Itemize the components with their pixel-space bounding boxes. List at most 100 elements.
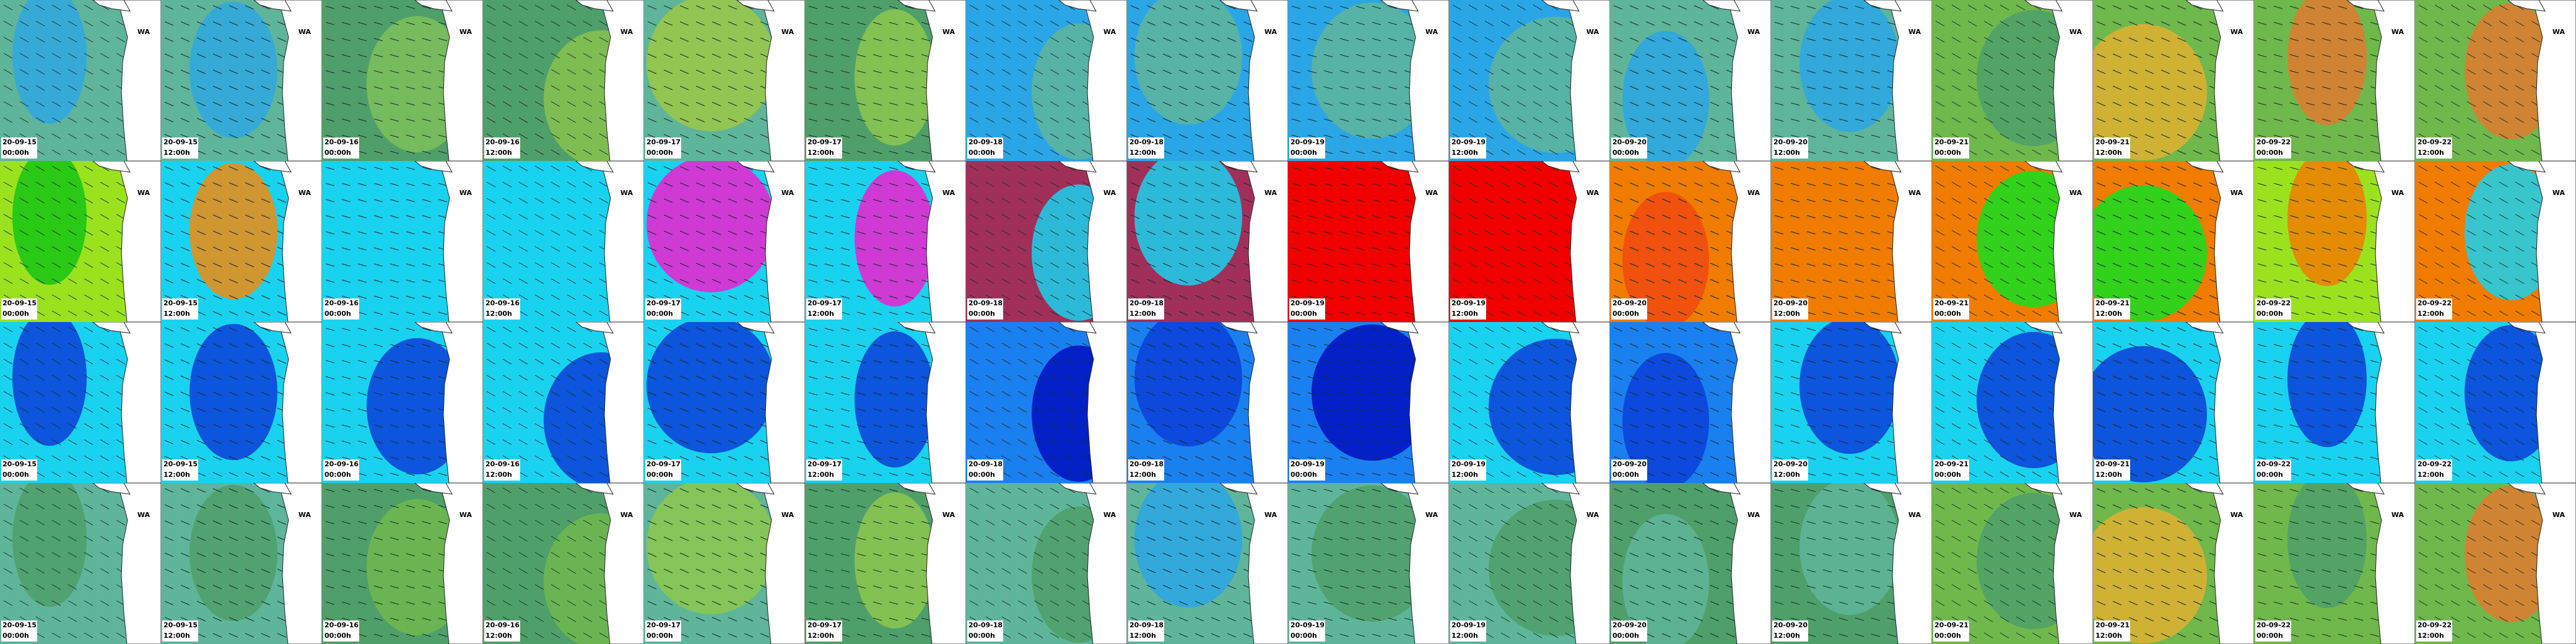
time-label: 00:00h [968,310,995,318]
map-tile: WA 20-09-22 00:00h [2254,161,2415,322]
region-label: WA [1747,189,1760,197]
label-box [1772,298,1808,320]
label-box [162,620,198,642]
date-label: 20-09-16 [485,138,520,146]
date-label: 20-09-19 [1290,460,1325,468]
map-tile: 20-09-19 00:00h [1288,322,1449,483]
island [2024,0,2063,12]
label-box [2416,298,2452,320]
label-box [323,298,359,320]
region-label: WA [2391,28,2404,36]
label-box [1933,620,1969,642]
date-label: 20-09-17 [646,460,681,468]
coastline [600,161,644,322]
time-label: 12:00h [2417,310,2444,318]
date-label: 20-09-21 [2095,460,2130,468]
island [414,483,453,495]
map-tile: 20-09-17 12:00h [805,322,966,483]
coastline [600,483,644,644]
coastline [2210,322,2254,483]
label-box [1128,459,1164,481]
coastline [1405,322,1449,483]
region-label: WA [1425,189,1438,197]
label-box [2094,459,2130,481]
time-label: 00:00h [2,149,29,157]
time-label: 00:00h [1290,310,1317,318]
coastline [2532,161,2576,322]
date-label: 20-09-20 [1612,299,1647,307]
date-label: 20-09-20 [1773,621,1808,629]
island [253,0,292,12]
coastline [117,161,161,322]
map-tile: 20-09-16 00:00h [322,322,483,483]
island [1380,161,1419,173]
coastline [278,161,322,322]
map-tile: WA 20-09-16 12:00h [483,483,644,644]
time-label: 00:00h [646,471,673,479]
time-label: 00:00h [324,149,351,157]
date-label: 20-09-21 [1934,138,1969,146]
island [1541,0,1580,12]
coastline [1566,161,1610,322]
date-label: 20-09-15 [163,138,198,146]
date-label: 20-09-17 [807,460,842,468]
map-tile: WA 20-09-17 12:00h [805,483,966,644]
map-tile: 20-09-17 00:00h [644,322,805,483]
region-label: WA [459,189,472,197]
time-label: 12:00h [485,632,512,640]
time-label: 12:00h [1129,632,1156,640]
time-label: 12:00h [1129,149,1156,157]
time-label: 12:00h [2417,149,2444,157]
time-label: 12:00h [1773,632,1800,640]
time-label: 12:00h [485,310,512,318]
map-tile: WA 20-09-15 00:00h [0,161,161,322]
island [2507,161,2546,173]
coastline [761,0,805,161]
coastline [761,161,805,322]
date-label: 20-09-18 [1129,460,1164,468]
label-box [806,459,842,481]
time-label: 00:00h [1612,632,1639,640]
label-box [2094,298,2130,320]
map-tile: WA 20-09-15 12:00h [161,483,322,644]
map-tile: 20-09-20 00:00h [1610,322,1771,483]
island [736,0,775,12]
label-box [1611,137,1647,159]
island [575,0,614,12]
coastline [117,322,161,483]
date-label: 20-09-20 [1612,460,1647,468]
label-box [2094,620,2130,642]
time-label: 00:00h [2256,632,2283,640]
map-tile: WA 20-09-21 00:00h [1932,0,2093,161]
label-box [323,620,359,642]
coastline [761,483,805,644]
island [2185,161,2224,173]
map-tile: 20-09-18 12:00h [1127,322,1288,483]
coastline [2371,483,2415,644]
region-label: WA [781,28,794,36]
region-label: WA [2552,511,2565,519]
map-tile: WA 20-09-16 00:00h [322,161,483,322]
coastline [2371,0,2415,161]
region-label: WA [2552,189,2565,197]
island [1058,161,1097,173]
coastline [1244,322,1288,483]
island [736,322,775,334]
label-box [1289,298,1325,320]
map-tile: WA 20-09-16 00:00h [322,0,483,161]
time-label: 00:00h [1612,471,1639,479]
coastline [1566,483,1610,644]
date-label: 20-09-20 [1773,299,1808,307]
time-label: 00:00h [968,149,995,157]
island [897,322,936,334]
label-box [1450,298,1486,320]
region-label: WA [2069,511,2082,519]
time-label: 00:00h [2256,149,2283,157]
map-tile: WA 20-09-22 12:00h [2415,161,2576,322]
region-label: WA [2230,28,2243,36]
island [2024,322,2063,334]
label-box [806,620,842,642]
time-label: 00:00h [324,471,351,479]
map-tile: WA 20-09-21 12:00h [2093,161,2254,322]
